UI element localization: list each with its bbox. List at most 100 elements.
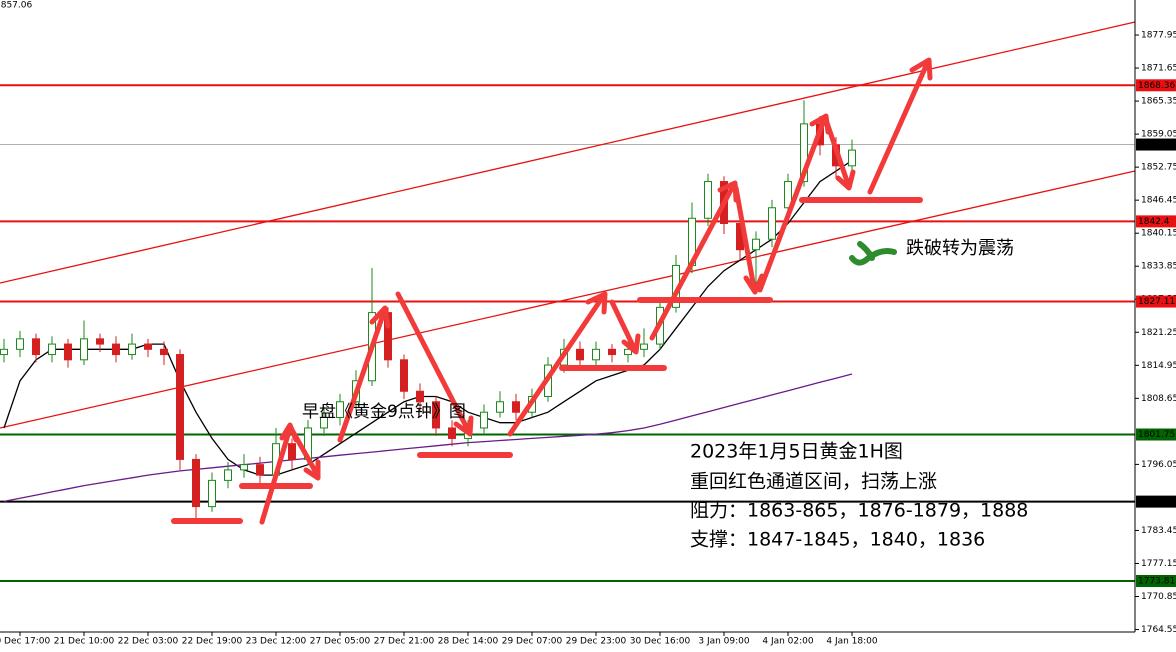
channel-upper — [0, 21, 1136, 284]
candle-body — [96, 338, 104, 345]
price-label-box — [1136, 428, 1176, 441]
candle-body — [512, 401, 520, 413]
breakdown-note: 跌破转为震荡 — [906, 238, 1014, 259]
overlay-title: 早盘《黄金9点钟》图 — [302, 402, 466, 422]
candle-body — [224, 469, 232, 481]
note: 支撑：1847-1845，1840，1836 — [690, 529, 985, 551]
candle-body — [400, 359, 408, 392]
y-tick-label: 1814.95 — [1141, 361, 1176, 371]
candle-body — [752, 238, 760, 251]
candle-body — [448, 427, 456, 439]
note: 重回红色通道区间，扫荡上涨 — [690, 471, 937, 493]
level-label: 1801.75 — [1138, 430, 1175, 440]
y-tick-label: 1796.05 — [1141, 460, 1176, 470]
y-tick-label: 1821.25 — [1141, 328, 1176, 338]
candle-body — [16, 338, 24, 350]
candle-body — [480, 411, 488, 429]
candle-body — [80, 338, 88, 361]
arrow-down — [395, 291, 474, 437]
candle-body — [320, 416, 328, 429]
top-price: 1857.06 — [0, 1, 32, 11]
candle-body — [640, 343, 648, 350]
candle-body — [592, 348, 600, 361]
candle-body — [160, 348, 168, 356]
arrow-up — [337, 305, 391, 443]
candle-body — [576, 348, 584, 361]
candle-body — [64, 343, 72, 361]
x-tick-label: 23 Dec 12:00 — [246, 637, 307, 647]
plot — [0, 100, 856, 520]
price-label-box — [1136, 574, 1176, 587]
candle-body — [432, 401, 440, 429]
x-tick-label: 20 Dec 17:00 — [0, 637, 51, 647]
candle-body — [608, 348, 616, 356]
x-tick-label: 3 Jan 09:00 — [698, 637, 750, 647]
y-tick-label: 1846.45 — [1141, 196, 1176, 206]
candle-body — [496, 401, 504, 413]
x-tick-label: 29 Dec 23:00 — [566, 637, 627, 647]
channel-lower — [0, 170, 1136, 429]
y-tick-label: 1777.15 — [1141, 559, 1176, 569]
arrow-down — [609, 299, 641, 355]
levels — [0, 84, 1135, 582]
price-label-box — [1136, 215, 1176, 228]
y-tick-label: 1877.95 — [1141, 31, 1176, 41]
y-tick-label: 1852.75 — [1141, 163, 1176, 173]
arrow-down — [733, 185, 765, 295]
y-tick-label: 1808.65 — [1141, 394, 1176, 404]
x-tick-label: 29 Dec 07:00 — [502, 637, 563, 647]
arrow-down — [289, 427, 321, 481]
level-label: 1788.95 — [1138, 497, 1175, 507]
drawings — [171, 57, 933, 525]
x-tick-label: 28 Dec 14:00 — [438, 637, 499, 647]
y-tick-label: 1833.85 — [1141, 262, 1176, 272]
candle-body — [624, 348, 632, 356]
price-label-box — [1136, 138, 1176, 151]
channel — [0, 21, 1136, 429]
candle-body — [336, 401, 344, 418]
candle-body — [144, 343, 152, 350]
candle-body — [32, 338, 40, 356]
level-label: 1827.11 — [1138, 297, 1175, 307]
y-tick-label: 1865.35 — [1141, 97, 1176, 107]
candle-body — [288, 443, 296, 460]
y-tick-label: 1871.65 — [1141, 64, 1176, 74]
level-label: 1773.81 — [1138, 576, 1175, 586]
x-tick-label: 22 Dec 19:00 — [182, 637, 243, 647]
price-label-box — [1136, 295, 1176, 308]
candle-body — [848, 149, 856, 167]
candle-body — [208, 479, 216, 508]
y-tick-label: 1859.05 — [1141, 130, 1176, 140]
candle-body — [256, 464, 264, 476]
check-mark — [849, 241, 897, 266]
current-price-label: 1857.06 — [1138, 140, 1175, 150]
price-label-box — [1136, 79, 1176, 92]
x-tick-label: 21 Dec 10:00 — [54, 637, 115, 647]
arrow-up — [507, 291, 608, 437]
x-tick-label: 27 Dec 05:00 — [310, 637, 371, 647]
note: 阻力：1863-865，1876-1879，1888 — [690, 500, 1028, 522]
x-tick-label: 22 Dec 03:00 — [118, 637, 179, 647]
candle-body — [800, 123, 808, 183]
x-tick-label: 27 Dec 21:00 — [374, 637, 435, 647]
arrow-down — [823, 117, 856, 191]
level-label: 1842.4 — [1138, 217, 1170, 227]
candle-body — [240, 464, 248, 471]
y-tick-label: 1770.85 — [1141, 592, 1176, 602]
arrow-up — [867, 57, 933, 195]
candle-body — [176, 354, 184, 460]
candle-body — [48, 343, 56, 356]
candle-body — [112, 343, 120, 356]
level-label: 1868.36 — [1138, 81, 1175, 91]
candle-body — [704, 181, 712, 219]
y-tick-label: 1783.45 — [1141, 526, 1176, 536]
x-tick-label: 4 Jan 02:00 — [762, 637, 814, 647]
candle-body — [784, 181, 792, 209]
x-tick-label: 30 Dec 16:00 — [630, 637, 691, 647]
candle-body — [192, 458, 200, 508]
candle-body — [128, 343, 136, 356]
note: 2023年1月5日黄金1H图 — [690, 441, 903, 463]
